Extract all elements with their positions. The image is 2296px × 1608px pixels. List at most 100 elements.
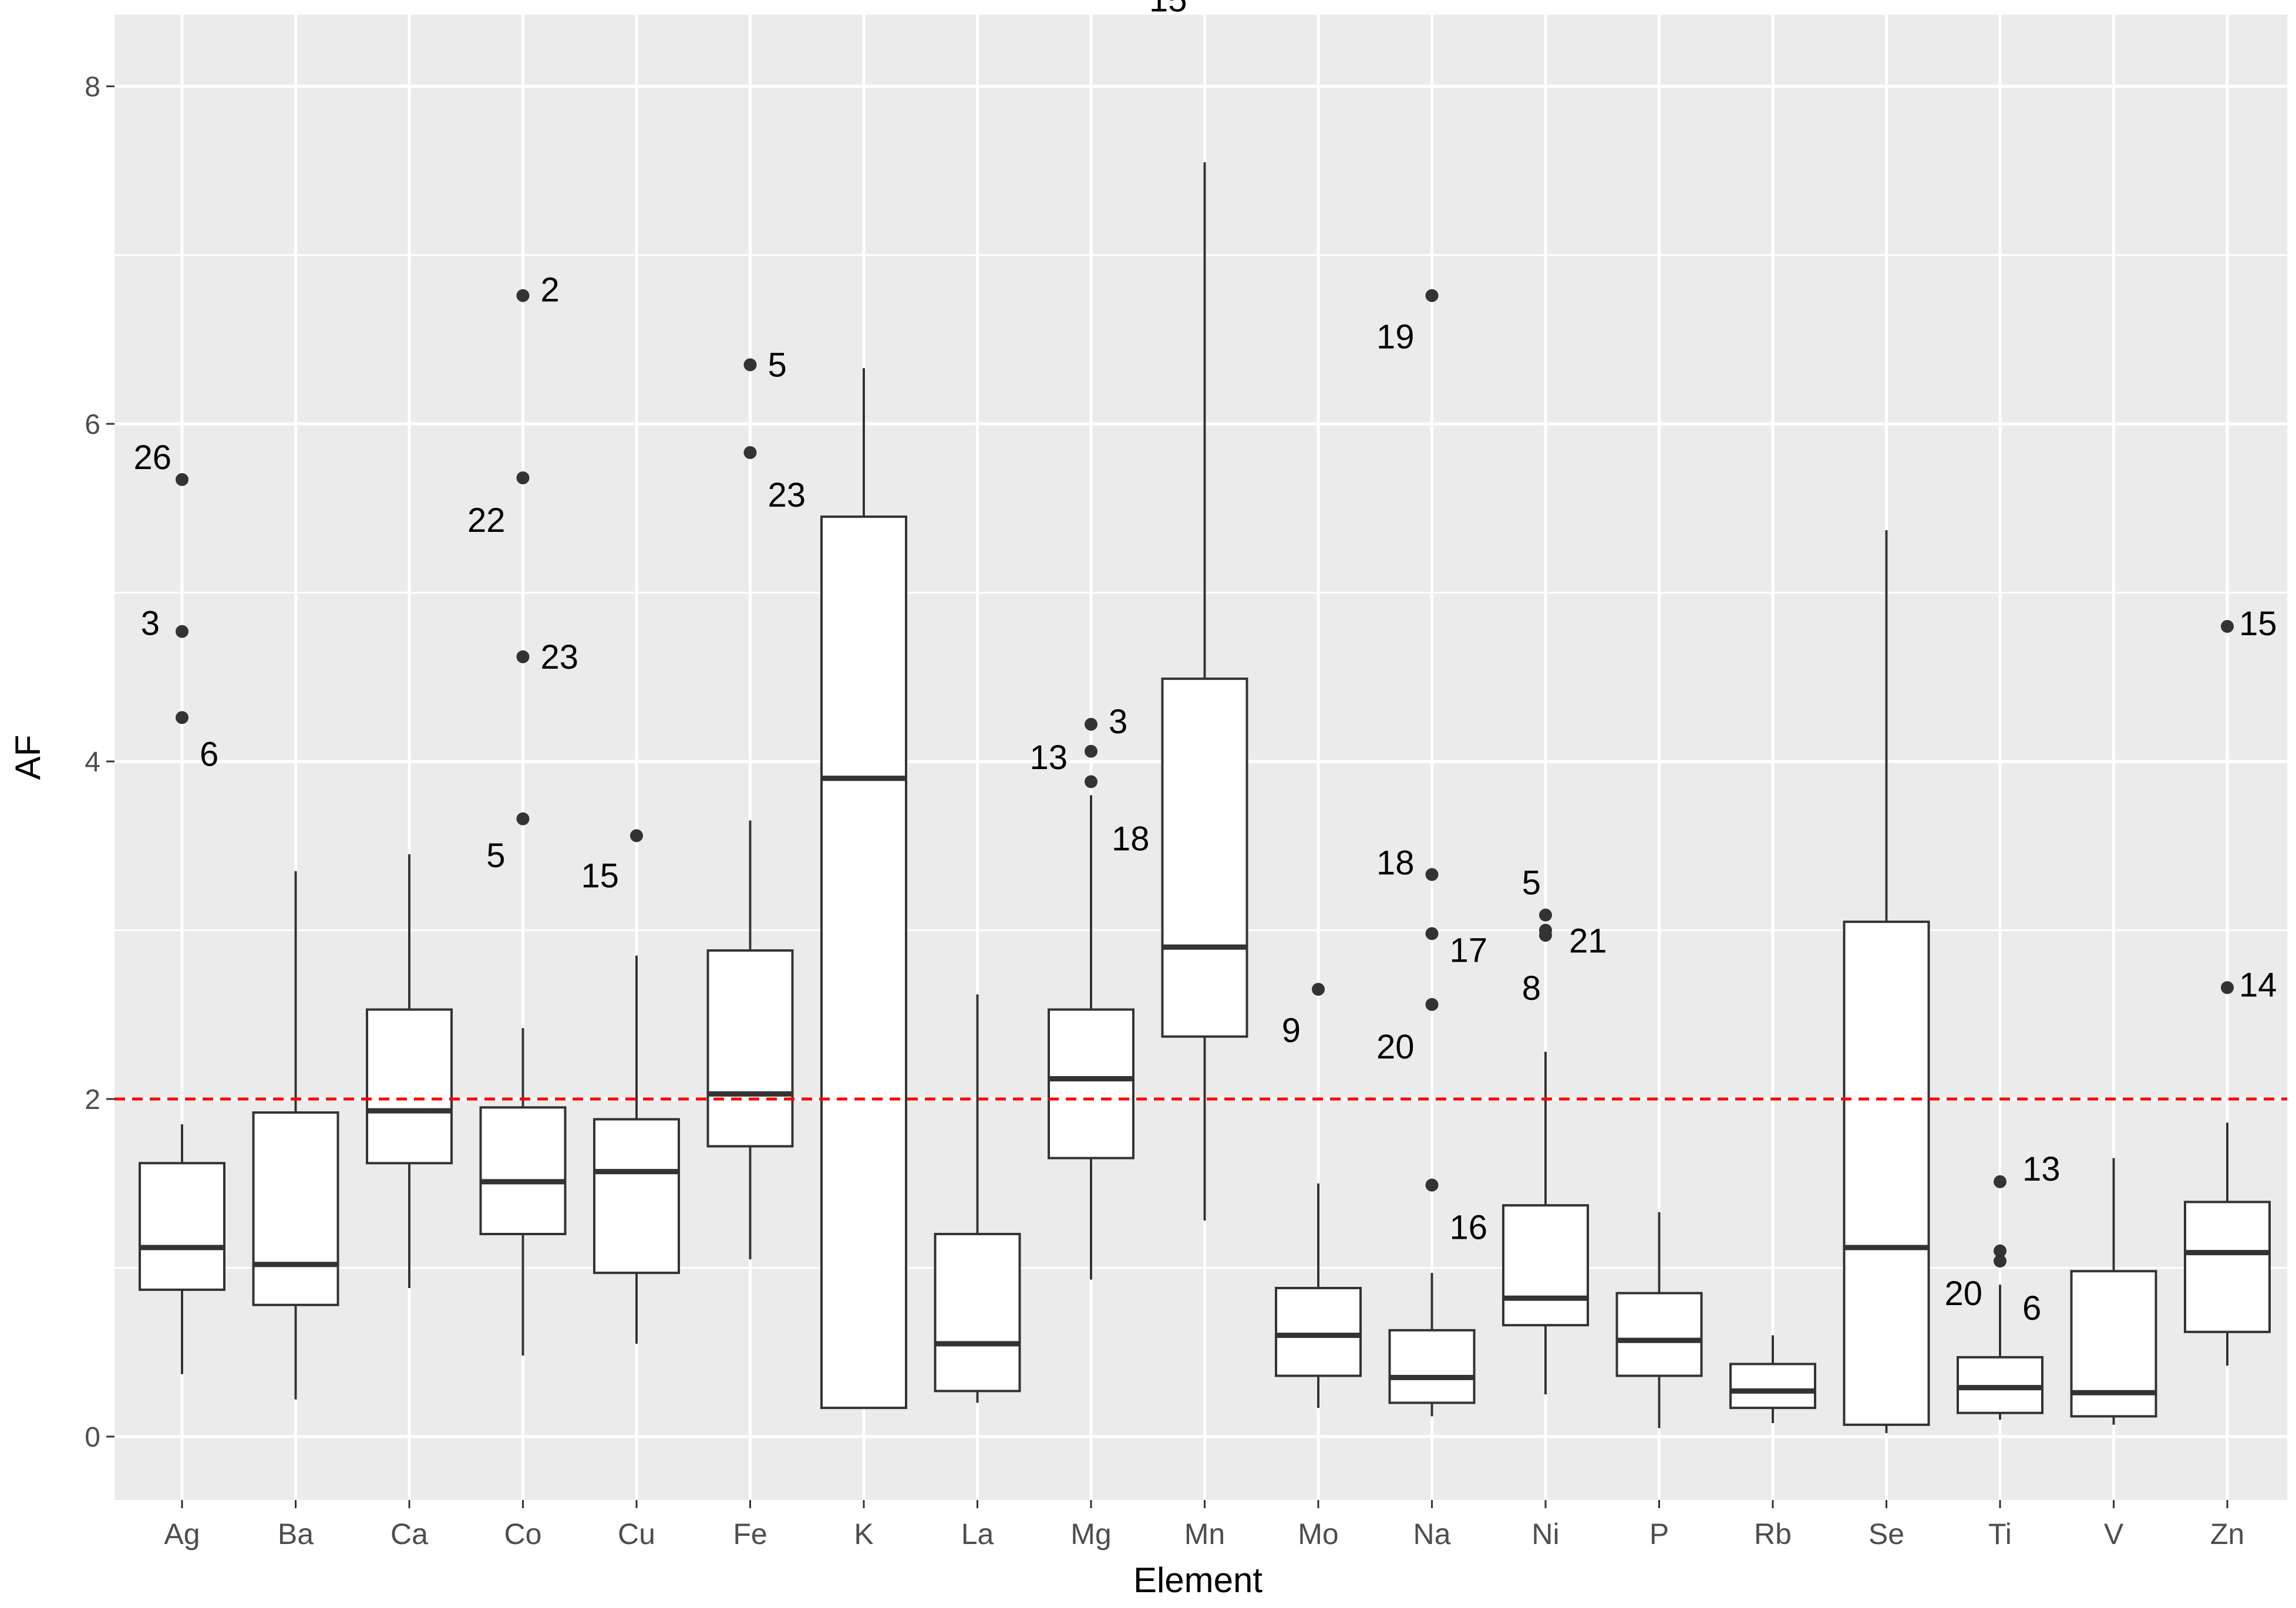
x-axis-title: Element xyxy=(1133,1560,1263,1600)
outlier-label-ni-8: 8 xyxy=(1522,969,1541,1007)
outlier-label-zn-15: 15 xyxy=(2239,605,2277,643)
boxplot-mn xyxy=(1161,162,1248,1221)
outlier-label-co-22: 22 xyxy=(467,501,506,540)
outlier-point-ag-3 xyxy=(176,625,188,638)
box-iqr xyxy=(139,1162,225,1291)
x-tick-label: Se xyxy=(1869,1518,1904,1550)
outlier-label-cu-15: 15 xyxy=(581,857,619,895)
boxplot-k xyxy=(820,368,907,1410)
boxplot-ni xyxy=(1502,1051,1589,1395)
outlier-label-mg-18: 18 xyxy=(1112,820,1150,858)
box-iqr xyxy=(479,1106,567,1235)
box-iqr xyxy=(1843,921,1930,1426)
box-iqr xyxy=(1161,677,1248,1038)
x-tick-label: Rb xyxy=(1754,1518,1792,1550)
outlier-point-na-19 xyxy=(1425,289,1439,302)
boxplot-zn xyxy=(2184,1122,2271,1366)
outlier-point-ti-20 xyxy=(1994,1244,2007,1258)
x-tick-label: V xyxy=(2104,1518,2124,1550)
outlier-label-na-20: 20 xyxy=(1376,1028,1415,1066)
y-tick-label: 2 xyxy=(85,1084,100,1115)
x-tick-label: Ni xyxy=(1531,1518,1559,1550)
outlier-label-zn-14: 14 xyxy=(2239,966,2277,1004)
outlier-points xyxy=(176,289,2234,1267)
boxplot-mo xyxy=(1275,1183,1362,1408)
box-iqr xyxy=(934,1233,1021,1393)
outlier-point-na-17 xyxy=(1425,927,1439,940)
outlier-label-mn-15: 15 xyxy=(1149,0,1187,19)
box-iqr xyxy=(2184,1201,2271,1333)
box-iqr xyxy=(1048,1008,1134,1159)
outlier-point-ag-26 xyxy=(176,473,188,486)
boxplot-la xyxy=(934,994,1021,1403)
x-tick-label: Ag xyxy=(164,1518,200,1550)
x-tick-label: La xyxy=(961,1518,994,1550)
y-tick-label: 0 xyxy=(85,1422,100,1453)
outlier-label-na-19: 19 xyxy=(1376,318,1415,356)
boxplot-ba xyxy=(252,871,339,1400)
x-tick-label: Na xyxy=(1413,1518,1451,1550)
outlier-point-na-18 xyxy=(1425,868,1439,881)
outlier-point-co-22 xyxy=(516,471,530,484)
outlier-point-na-20 xyxy=(1425,998,1439,1011)
outlier-label-mg-13: 13 xyxy=(1029,739,1068,777)
x-tick-label: Ca xyxy=(390,1518,428,1550)
box-iqr xyxy=(593,1118,680,1275)
boxplot-cu xyxy=(593,955,680,1344)
box-iqr xyxy=(706,949,794,1148)
box-iqr xyxy=(252,1111,339,1306)
outlier-label-na-18: 18 xyxy=(1376,844,1415,882)
outlier-point-mg-3 xyxy=(1085,717,1097,731)
outlier-point-mg-18 xyxy=(1085,775,1097,788)
outlier-label-ni-21: 21 xyxy=(1569,922,1607,960)
outlier-label-fe-5: 5 xyxy=(768,346,787,384)
outlier-point-na-16 xyxy=(1425,1178,1439,1192)
outlier-point-ti-6 xyxy=(1994,1255,2007,1267)
y-tick-label: 8 xyxy=(85,72,100,103)
x-tick-label: Mg xyxy=(1070,1518,1111,1550)
boxplot-ti xyxy=(1957,1285,2043,1420)
x-tick-label: Ti xyxy=(1988,1518,2012,1550)
outlier-label-ni-5: 5 xyxy=(1522,864,1541,902)
outlier-point-mo-9 xyxy=(1312,983,1325,996)
boxplot-ag xyxy=(139,1124,225,1374)
boxplot-na xyxy=(1388,1273,1476,1417)
outlier-label-ag-26: 26 xyxy=(133,439,171,477)
box-iqr xyxy=(1502,1204,1589,1327)
x-tick-label: Zn xyxy=(2210,1518,2244,1550)
outlier-label-ag-3: 3 xyxy=(141,605,160,643)
outlier-point-zn-15 xyxy=(2221,620,2234,633)
x-axis: Ag Ba Ca Co Cu Fe K La Mg Mn Mo Na Ni P Rb Se Ti V Zn xyxy=(164,1500,2244,1550)
box-iqr xyxy=(1388,1329,1476,1404)
outlier-label-ti-6: 6 xyxy=(2022,1289,2041,1327)
boxplot-p xyxy=(1615,1212,1703,1428)
y-axis: 0246810121416 xyxy=(85,72,115,1453)
x-tick-label: Fe xyxy=(733,1518,767,1550)
outlier-label-ti-13: 13 xyxy=(2022,1150,2061,1188)
boxplot-ca xyxy=(366,854,453,1288)
box-iqr xyxy=(1615,1292,1703,1377)
boxplot-v xyxy=(2070,1158,2157,1425)
outlier-point-ti-13 xyxy=(1994,1175,2007,1188)
boxplot-se xyxy=(1843,530,1930,1434)
boxplots xyxy=(139,162,2271,1434)
y-axis-title: AF xyxy=(8,735,48,780)
outlier-label-mo-9: 9 xyxy=(1282,1012,1301,1050)
outlier-label-fe-23: 23 xyxy=(768,476,806,514)
outlier-label-co-2: 2 xyxy=(541,271,560,309)
x-tick-label: Ba xyxy=(278,1518,314,1550)
boxplot-mg xyxy=(1048,795,1134,1280)
y-tick-label: 4 xyxy=(85,747,100,778)
outlier-point-ag-6 xyxy=(176,711,188,724)
outlier-point-fe-5 xyxy=(743,358,757,372)
boxplot-fe xyxy=(706,820,794,1260)
outlier-label-na-16: 16 xyxy=(1450,1209,1488,1247)
x-tick-label: Co xyxy=(504,1518,542,1550)
y-tick-label: 6 xyxy=(85,409,100,440)
outlier-label-ti-20: 20 xyxy=(1944,1275,1982,1313)
outlier-point-zn-14 xyxy=(2221,981,2234,995)
box-iqr xyxy=(366,1008,453,1165)
x-tick-label: P xyxy=(1649,1518,1669,1550)
outlier-point-cu-15 xyxy=(630,829,643,842)
